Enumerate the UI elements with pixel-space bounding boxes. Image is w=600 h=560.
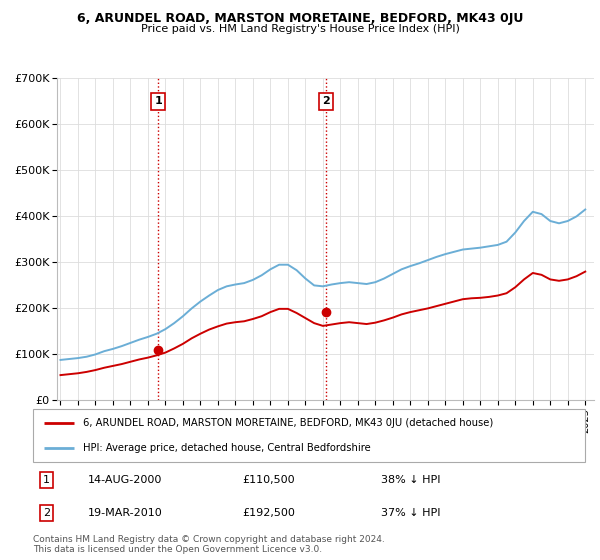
- FancyBboxPatch shape: [33, 409, 585, 462]
- Text: HPI: Average price, detached house, Central Bedfordshire: HPI: Average price, detached house, Cent…: [83, 442, 370, 452]
- Text: 38% ↓ HPI: 38% ↓ HPI: [381, 475, 440, 485]
- Text: £110,500: £110,500: [243, 475, 295, 485]
- Text: 1: 1: [155, 96, 163, 106]
- Text: 19-MAR-2010: 19-MAR-2010: [88, 508, 163, 518]
- Text: 6, ARUNDEL ROAD, MARSTON MORETAINE, BEDFORD, MK43 0JU (detached house): 6, ARUNDEL ROAD, MARSTON MORETAINE, BEDF…: [83, 418, 493, 428]
- Text: 6, ARUNDEL ROAD, MARSTON MORETAINE, BEDFORD, MK43 0JU: 6, ARUNDEL ROAD, MARSTON MORETAINE, BEDF…: [77, 12, 523, 25]
- Text: Contains HM Land Registry data © Crown copyright and database right 2024.
This d: Contains HM Land Registry data © Crown c…: [33, 535, 385, 554]
- Text: 14-AUG-2000: 14-AUG-2000: [88, 475, 163, 485]
- Text: 37% ↓ HPI: 37% ↓ HPI: [381, 508, 440, 518]
- Text: 1: 1: [43, 475, 50, 485]
- Text: 2: 2: [43, 508, 50, 518]
- Text: Price paid vs. HM Land Registry's House Price Index (HPI): Price paid vs. HM Land Registry's House …: [140, 24, 460, 34]
- Text: £192,500: £192,500: [243, 508, 296, 518]
- Text: 2: 2: [322, 96, 330, 106]
